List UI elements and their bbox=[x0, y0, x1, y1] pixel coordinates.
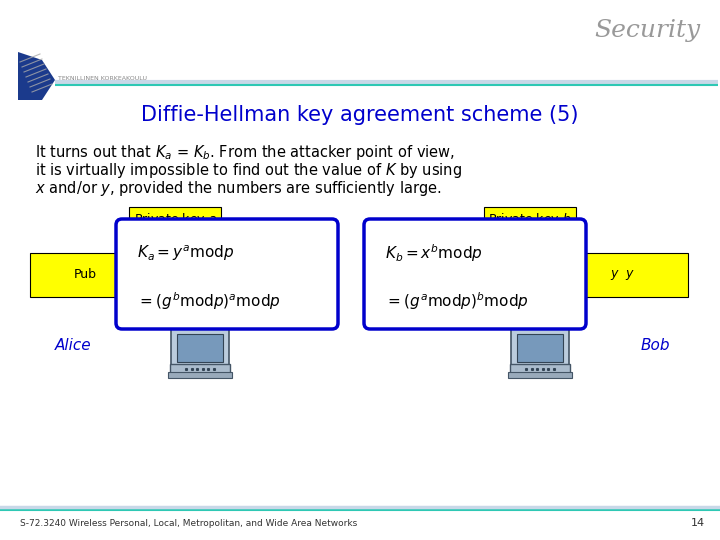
FancyBboxPatch shape bbox=[177, 334, 223, 362]
FancyBboxPatch shape bbox=[517, 334, 563, 362]
FancyBboxPatch shape bbox=[171, 327, 229, 367]
FancyBboxPatch shape bbox=[170, 364, 230, 374]
Text: $= (g^a\mathrm{mod}p)^b\mathrm{mod}p$: $= (g^a\mathrm{mod}p)^b\mathrm{mod}p$ bbox=[385, 290, 528, 312]
Text: Diffie-Hellman key agreement scheme (5): Diffie-Hellman key agreement scheme (5) bbox=[141, 105, 579, 125]
Text: $= (g^b\mathrm{mod}p)^a\mathrm{mod}p$: $= (g^b\mathrm{mod}p)^a\mathrm{mod}p$ bbox=[137, 290, 281, 312]
FancyBboxPatch shape bbox=[116, 219, 338, 329]
FancyBboxPatch shape bbox=[558, 253, 688, 297]
FancyBboxPatch shape bbox=[508, 372, 572, 378]
Text: Private key $b$: Private key $b$ bbox=[488, 212, 572, 228]
Text: Bob: Bob bbox=[641, 338, 670, 353]
FancyBboxPatch shape bbox=[510, 364, 570, 374]
Text: $K_b = x^b\mathrm{mod}p$: $K_b = x^b\mathrm{mod}p$ bbox=[385, 242, 483, 264]
Text: $y$  $y$: $y$ $y$ bbox=[611, 268, 636, 282]
Text: Alice: Alice bbox=[55, 338, 91, 353]
Text: $x$ and/or $y$, provided the numbers are sufficiently large.: $x$ and/or $y$, provided the numbers are… bbox=[35, 179, 441, 198]
FancyBboxPatch shape bbox=[30, 253, 160, 297]
Text: Pub: Pub bbox=[73, 268, 96, 281]
Text: it is virtually impossible to find out the value of $K$ by using: it is virtually impossible to find out t… bbox=[35, 160, 462, 179]
FancyBboxPatch shape bbox=[168, 372, 232, 378]
Text: TEKNILLINEN KORKEAKOULU: TEKNILLINEN KORKEAKOULU bbox=[58, 76, 147, 80]
FancyBboxPatch shape bbox=[511, 327, 569, 367]
FancyBboxPatch shape bbox=[364, 219, 586, 329]
Text: S-72.3240 Wireless Personal, Local, Metropolitan, and Wide Area Networks: S-72.3240 Wireless Personal, Local, Metr… bbox=[20, 518, 357, 528]
Text: Security: Security bbox=[594, 18, 700, 42]
Polygon shape bbox=[18, 52, 55, 100]
Text: Private key $a$: Private key $a$ bbox=[133, 212, 217, 228]
Text: 14: 14 bbox=[691, 518, 705, 528]
Text: It turns out that $K_a$ = $K_b$. From the attacker point of view,: It turns out that $K_a$ = $K_b$. From th… bbox=[35, 143, 455, 161]
Text: $K_a = y^a\mathrm{mod}p$: $K_a = y^a\mathrm{mod}p$ bbox=[137, 243, 234, 263]
